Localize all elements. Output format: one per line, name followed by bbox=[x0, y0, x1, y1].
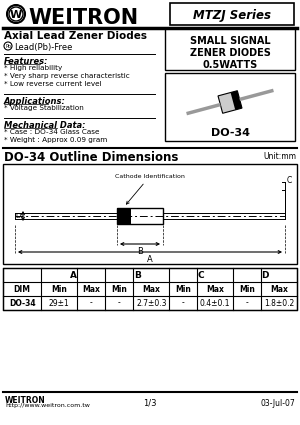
Text: 1.8±0.2: 1.8±0.2 bbox=[264, 298, 294, 308]
Text: SMALL SIGNAL: SMALL SIGNAL bbox=[190, 36, 270, 46]
Text: Min: Min bbox=[175, 284, 191, 294]
Text: C: C bbox=[198, 270, 204, 280]
Text: WEITRON: WEITRON bbox=[28, 8, 138, 28]
Text: * Weight : Approx 0.09 gram: * Weight : Approx 0.09 gram bbox=[4, 137, 107, 143]
Polygon shape bbox=[218, 91, 242, 113]
Text: -: - bbox=[182, 298, 184, 308]
Text: 03-Jul-07: 03-Jul-07 bbox=[260, 399, 295, 408]
Text: ZENER DIODES: ZENER DIODES bbox=[190, 48, 270, 58]
Bar bbox=[3, 268, 297, 310]
Text: Max: Max bbox=[82, 284, 100, 294]
Text: D: D bbox=[261, 270, 269, 280]
Text: Cathode Identification: Cathode Identification bbox=[115, 174, 185, 179]
Text: WEITRON: WEITRON bbox=[5, 396, 46, 405]
Text: 29±1: 29±1 bbox=[49, 298, 70, 308]
Text: D: D bbox=[16, 213, 21, 219]
Bar bbox=[170, 3, 294, 25]
Text: Applications:: Applications: bbox=[4, 97, 66, 106]
Text: DO-34 Outline Dimensions: DO-34 Outline Dimensions bbox=[4, 151, 178, 164]
Text: Pb: Pb bbox=[5, 43, 11, 48]
Text: * Case : DO-34 Glass Case: * Case : DO-34 Glass Case bbox=[4, 129, 100, 135]
Bar bbox=[117, 208, 131, 224]
Text: 1/3: 1/3 bbox=[143, 399, 157, 408]
Text: B: B bbox=[134, 270, 141, 280]
Text: Unit:mm: Unit:mm bbox=[263, 152, 296, 161]
Text: MTZJ Series: MTZJ Series bbox=[193, 8, 271, 22]
Text: 0.5WATTS: 0.5WATTS bbox=[202, 60, 258, 70]
Bar bbox=[165, 73, 295, 141]
Bar bbox=[117, 208, 163, 224]
Text: A: A bbox=[70, 270, 77, 280]
Text: -: - bbox=[90, 298, 93, 308]
Text: 2.7±0.3: 2.7±0.3 bbox=[136, 298, 167, 308]
Polygon shape bbox=[231, 91, 242, 110]
Text: http://www.weitron.com.tw: http://www.weitron.com.tw bbox=[5, 403, 90, 408]
Text: Max: Max bbox=[270, 284, 288, 294]
Text: * High reliability: * High reliability bbox=[4, 65, 62, 71]
Text: Min: Min bbox=[51, 284, 67, 294]
Text: Features:: Features: bbox=[4, 57, 49, 66]
Text: A: A bbox=[147, 255, 153, 264]
Text: DO-34: DO-34 bbox=[9, 298, 35, 308]
Text: C: C bbox=[287, 176, 292, 185]
Text: Max: Max bbox=[206, 284, 224, 294]
Text: B: B bbox=[137, 247, 143, 256]
Text: 0.4±0.1: 0.4±0.1 bbox=[200, 298, 230, 308]
Text: -: - bbox=[118, 298, 121, 308]
Bar bbox=[3, 164, 297, 264]
Text: -: - bbox=[246, 298, 248, 308]
Text: Max: Max bbox=[142, 284, 160, 294]
Text: DIM: DIM bbox=[14, 284, 31, 294]
Text: Mechanical Data:: Mechanical Data: bbox=[4, 121, 86, 130]
Bar bbox=[165, 28, 295, 70]
Text: DO-34: DO-34 bbox=[211, 128, 250, 138]
Text: * Voltage Stabilization: * Voltage Stabilization bbox=[4, 105, 84, 111]
Text: * Low reverse current level: * Low reverse current level bbox=[4, 81, 102, 87]
Text: Min: Min bbox=[111, 284, 127, 294]
Text: Min: Min bbox=[239, 284, 255, 294]
Text: W: W bbox=[10, 10, 22, 20]
Text: * Very sharp reverse characteristic: * Very sharp reverse characteristic bbox=[4, 73, 130, 79]
Text: Axial Lead Zener Diodes: Axial Lead Zener Diodes bbox=[4, 31, 147, 41]
Text: Lead(Pb)-Free: Lead(Pb)-Free bbox=[14, 43, 72, 52]
